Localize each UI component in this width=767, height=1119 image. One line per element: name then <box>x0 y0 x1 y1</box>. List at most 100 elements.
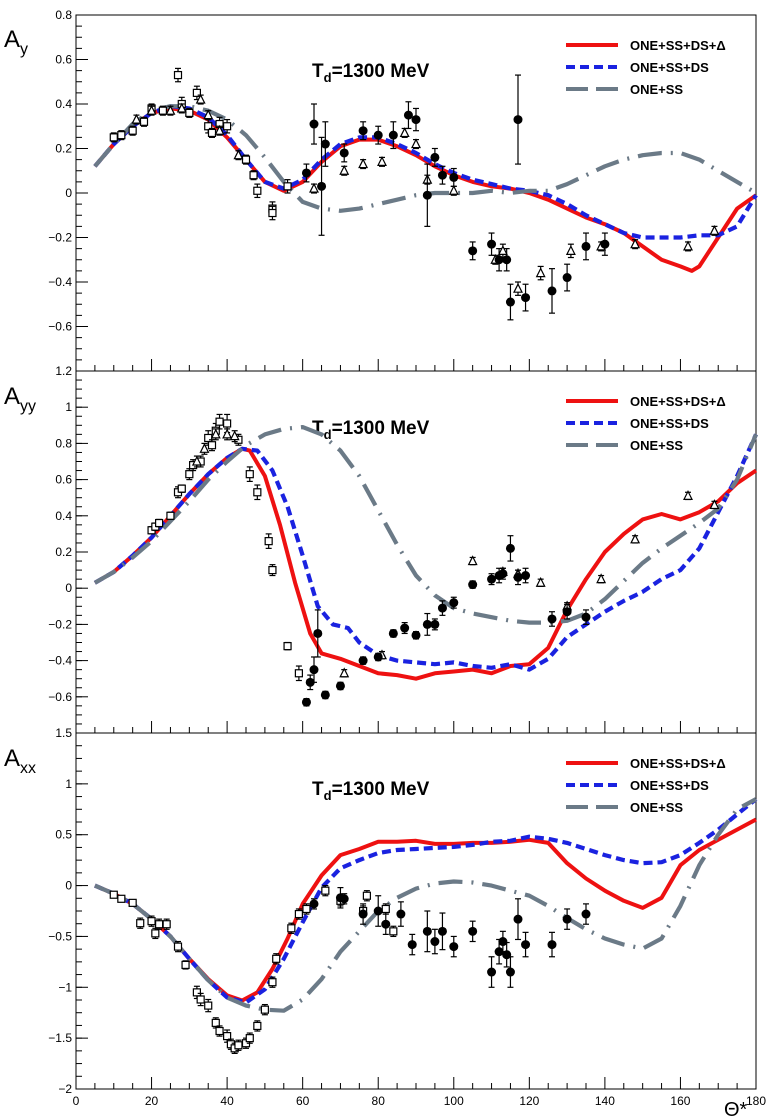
y-tick-label: 0.2 <box>55 142 72 156</box>
point-filled-circle <box>581 909 591 919</box>
point-open-square <box>173 942 183 951</box>
point-open-square <box>162 920 171 929</box>
point-open-square <box>117 894 126 903</box>
legend-label-2: ONE+SS+DS <box>630 778 709 793</box>
point-filled-circle <box>487 239 497 249</box>
point-open-square <box>166 511 175 520</box>
point-open-triangle <box>535 267 546 278</box>
point-open-triangle <box>377 156 387 166</box>
point-filled-circle <box>487 967 497 977</box>
legend-label-1: ONE+SS+DS+Δ <box>630 38 726 53</box>
y-tick-label: −0.5 <box>48 929 72 943</box>
svg-text:Axx: Axx <box>4 745 36 777</box>
point-filled-circle <box>301 697 311 707</box>
panel-ayy: Ayy Td=1300 MeV −0.6 −0.4 −0.2 0 0.2 0.4 0.6 0.… <box>4 364 758 734</box>
x-tick-label: 20 <box>145 1094 159 1108</box>
y-tick-label: −0.2 <box>48 617 72 631</box>
x-tick-label: 140 <box>595 1094 615 1108</box>
point-filled-circle <box>502 255 512 265</box>
panel-axx: Axx Td=1300 MeV −2 −1.5 −1 −0.5 0 0.5 1 1.5 0 20 4… <box>4 726 766 1108</box>
point-open-triangle <box>709 499 720 510</box>
panel-ay: Ay Td=1300 MeV −0.6 −0.4 −0.2 0 0.2 0.4 0.6 0.8… <box>4 8 758 372</box>
point-filled-circle <box>521 571 531 581</box>
point-open-triangle <box>513 282 523 293</box>
point-open-square <box>234 1041 243 1050</box>
panel-axx-ylabel: Axx <box>4 745 36 777</box>
point-open-square <box>260 1005 269 1014</box>
y-tick-label: 0.5 <box>55 828 72 842</box>
point-open-triangle <box>210 428 221 439</box>
point-open-triangle <box>199 442 210 453</box>
point-open-square <box>223 1032 232 1041</box>
point-filled-circle <box>521 293 531 303</box>
point-open-square <box>155 518 164 528</box>
point-open-square <box>283 642 292 651</box>
point-filled-circle <box>494 947 504 957</box>
y-tick-label: 0.4 <box>55 97 72 111</box>
point-open-square <box>268 208 277 218</box>
point-open-triangle <box>683 490 693 500</box>
legend-label-3: ONE+SS <box>630 82 683 97</box>
point-filled-circle <box>309 899 319 909</box>
point-open-triangle <box>535 576 546 587</box>
point-open-triangle <box>467 555 478 566</box>
point-filled-circle <box>339 148 349 158</box>
point-open-triangle <box>399 127 410 138</box>
point-open-square <box>177 484 186 493</box>
y-tick-label: −0.2 <box>48 231 72 245</box>
point-open-square <box>117 131 126 140</box>
ylabel-sub: y <box>20 41 28 58</box>
y-tick-label: 0.6 <box>55 53 72 67</box>
x-tick-label: 60 <box>296 1094 310 1108</box>
point-filled-circle <box>320 690 330 700</box>
point-open-triangle <box>165 104 176 115</box>
point-open-triangle <box>630 533 641 544</box>
y-tick-label: 0.4 <box>55 509 72 523</box>
point-filled-circle <box>407 940 417 950</box>
point-filled-circle <box>468 580 478 590</box>
panel-ayy-title: Td=1300 MeV <box>312 418 430 442</box>
series-line-3 <box>93 425 758 625</box>
point-filled-circle <box>309 665 319 675</box>
legend-label-3: ONE+SS <box>630 800 683 815</box>
point-open-triangle <box>309 182 319 193</box>
point-open-triangle <box>630 238 641 249</box>
point-filled-circle <box>468 926 478 936</box>
point-open-square <box>302 904 311 914</box>
y-tick-label: 0.6 <box>55 473 72 487</box>
point-open-square <box>245 470 254 479</box>
series-line-3 <box>94 797 757 1013</box>
panel-ayy-plot: −0.6 −0.4 −0.2 0 0.2 0.4 0.6 0.8 1 1.2 ONE+SS+DS+Δ… <box>48 364 758 734</box>
point-open-square <box>196 995 205 1004</box>
point-open-square <box>158 106 167 115</box>
point-open-square <box>185 470 194 479</box>
x-tick-label: 120 <box>519 1094 539 1108</box>
point-filled-circle <box>403 110 413 120</box>
x-tick-label: 180 <box>746 1094 766 1108</box>
point-open-square <box>204 1001 213 1010</box>
point-filled-circle <box>430 937 440 947</box>
point-open-square <box>381 904 390 914</box>
point-filled-circle <box>396 909 406 919</box>
point-filled-circle <box>449 942 459 952</box>
point-filled-circle <box>513 572 523 582</box>
point-filled-circle <box>301 168 311 178</box>
point-filled-circle <box>400 623 410 633</box>
point-filled-circle <box>505 297 515 307</box>
point-open-triangle <box>214 124 225 135</box>
point-open-square <box>272 954 281 963</box>
y-tick-label: −1.5 <box>48 1031 72 1045</box>
point-filled-circle <box>562 273 572 283</box>
point-open-square <box>253 186 262 195</box>
point-open-square <box>268 978 277 987</box>
x-tick-label: 40 <box>220 1094 234 1108</box>
point-open-triangle <box>358 158 369 169</box>
point-open-square <box>136 919 145 928</box>
point-open-triangle <box>131 113 142 124</box>
point-filled-circle <box>502 950 512 960</box>
point-open-square <box>268 565 277 575</box>
y-tick-label: 0 <box>65 581 72 595</box>
point-open-square <box>321 886 330 895</box>
point-filled-circle <box>313 628 323 638</box>
point-open-square <box>223 419 232 428</box>
